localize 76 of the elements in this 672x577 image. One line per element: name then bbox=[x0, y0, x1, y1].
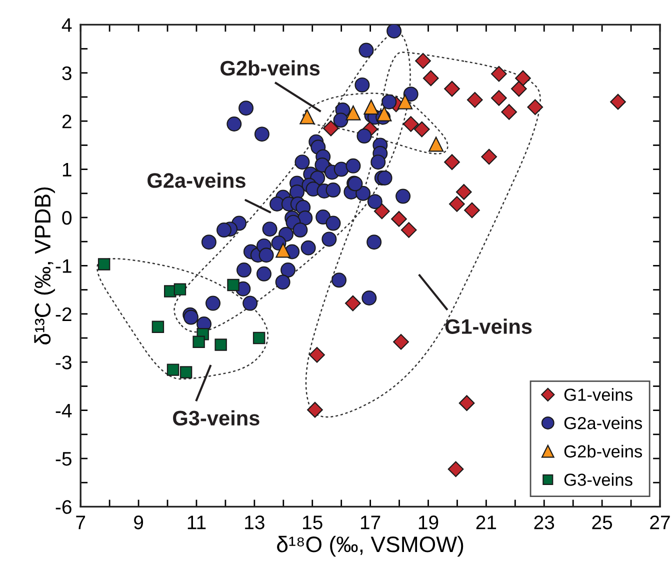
point bbox=[464, 202, 480, 218]
point bbox=[610, 94, 626, 110]
point bbox=[415, 52, 431, 69]
point bbox=[449, 196, 465, 212]
point bbox=[192, 336, 205, 348]
point bbox=[98, 258, 110, 270]
annotation: G3-veins bbox=[173, 410, 260, 426]
x-tick-label: 11 bbox=[188, 516, 206, 530]
point bbox=[491, 90, 507, 106]
legend-label: G2b-veins bbox=[564, 444, 642, 458]
point bbox=[227, 278, 240, 292]
point bbox=[391, 211, 407, 227]
point bbox=[322, 120, 339, 136]
point bbox=[398, 94, 413, 110]
point bbox=[152, 320, 164, 334]
annotation: G2a-veins bbox=[148, 172, 246, 188]
point bbox=[300, 109, 315, 124]
point bbox=[414, 121, 430, 138]
y-tick-label: 1 bbox=[62, 162, 72, 176]
y-tick-label: 0 bbox=[62, 210, 72, 225]
point bbox=[252, 332, 266, 344]
y-tick-label: -1 bbox=[56, 259, 72, 273]
y-tick-label: -3 bbox=[56, 356, 72, 370]
y-tick-label: 2 bbox=[62, 114, 72, 128]
point bbox=[527, 99, 544, 116]
x-tick-label: 7 bbox=[76, 516, 86, 530]
point bbox=[393, 334, 409, 350]
x-tick-label: 13 bbox=[245, 516, 264, 530]
point bbox=[456, 184, 472, 200]
point bbox=[364, 100, 379, 115]
point bbox=[346, 105, 361, 120]
point bbox=[428, 136, 444, 152]
annotation: G1-veins bbox=[445, 318, 532, 334]
point bbox=[166, 364, 180, 376]
x-tick-label: 17 bbox=[360, 516, 380, 530]
point bbox=[444, 154, 460, 170]
point bbox=[448, 461, 464, 478]
point bbox=[400, 222, 417, 238]
point bbox=[180, 366, 192, 378]
point bbox=[458, 395, 475, 411]
point bbox=[444, 80, 460, 97]
x-tick-label: 15 bbox=[303, 516, 322, 530]
point bbox=[344, 295, 361, 312]
point bbox=[501, 104, 517, 120]
point bbox=[374, 203, 390, 220]
point bbox=[402, 116, 419, 132]
legend-label: G1-veins bbox=[564, 388, 632, 401]
y-tick-label: 3 bbox=[62, 66, 72, 80]
point bbox=[276, 242, 291, 258]
point bbox=[309, 346, 325, 363]
point bbox=[515, 70, 531, 86]
y-tick-label: -6 bbox=[56, 500, 72, 514]
x-axis-title: δ¹⁸O (‰, VSMOW) bbox=[277, 536, 464, 557]
annotation: G2b-veins bbox=[220, 60, 320, 76]
x-tick-label: 25 bbox=[592, 516, 612, 530]
x-tick-label: 21 bbox=[476, 516, 496, 530]
point bbox=[466, 92, 483, 108]
point bbox=[174, 283, 186, 296]
legend-label: G3-veins bbox=[564, 473, 632, 486]
point bbox=[481, 148, 497, 165]
point bbox=[214, 338, 227, 351]
x-tick-label: 19 bbox=[418, 516, 438, 530]
point bbox=[422, 70, 439, 86]
y-axis-title: δ¹³C (‰, VPDB) bbox=[34, 187, 55, 344]
x-tick-label: 23 bbox=[534, 516, 554, 530]
point bbox=[307, 402, 323, 418]
y-tick-label: -4 bbox=[56, 404, 72, 418]
legend-label: G2a-veins bbox=[564, 416, 642, 430]
y-tick-label: -5 bbox=[56, 452, 72, 466]
x-tick-label: 27 bbox=[650, 516, 670, 530]
point bbox=[376, 106, 392, 122]
point bbox=[491, 66, 507, 82]
point bbox=[510, 80, 527, 97]
y-tick-label: 4 bbox=[62, 18, 72, 32]
y-tick-label: -2 bbox=[56, 307, 72, 321]
x-tick-label: 9 bbox=[134, 516, 144, 530]
